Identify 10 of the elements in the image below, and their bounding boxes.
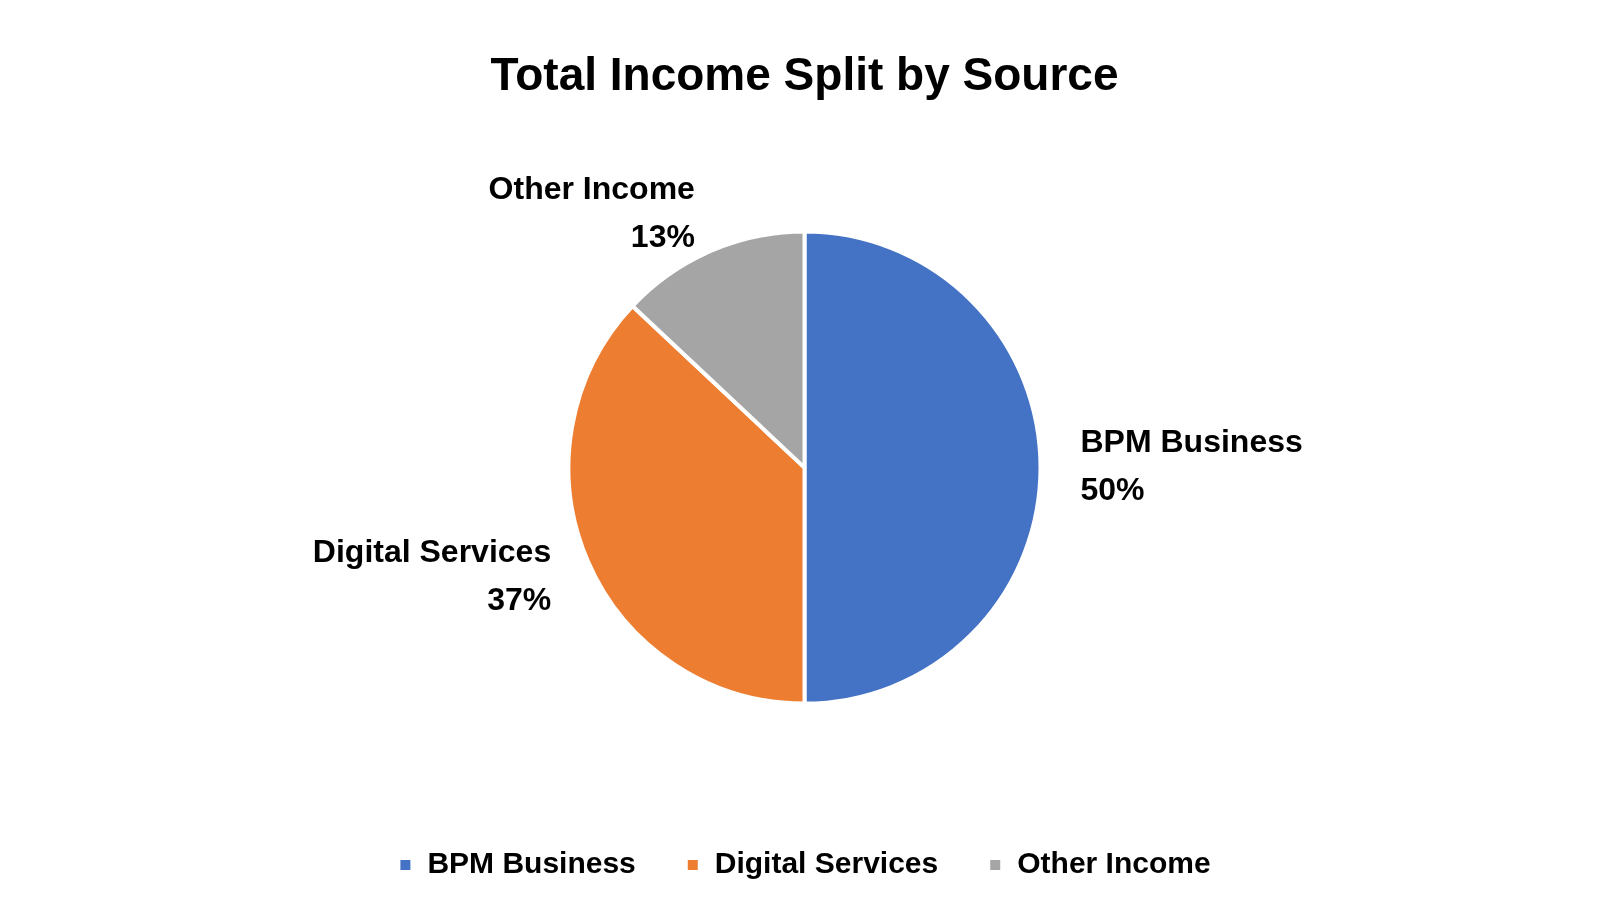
slice-label: BPM Business bbox=[1080, 423, 1303, 460]
slice-label: Other Income bbox=[488, 170, 695, 207]
slice-label: Digital Services bbox=[312, 533, 552, 570]
data-label: 13% bbox=[630, 218, 695, 255]
data-label: 50% bbox=[1080, 471, 1145, 508]
legend-label: Digital Services bbox=[714, 846, 939, 880]
legend-label: Other Income bbox=[1017, 846, 1211, 880]
legend-label: BPM Business bbox=[427, 846, 636, 880]
data-label: 37% bbox=[487, 581, 552, 618]
chart-title: Total Income Split by Source bbox=[490, 48, 1119, 101]
